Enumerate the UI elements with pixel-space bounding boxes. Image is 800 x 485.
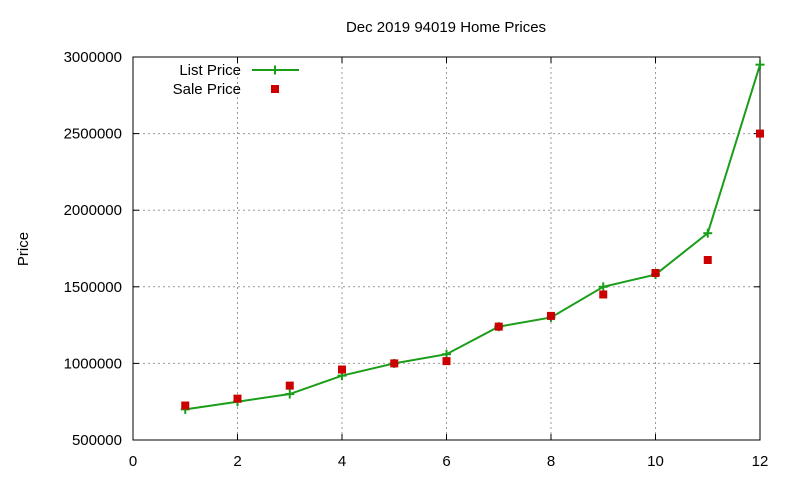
sale-price-point <box>442 357 451 366</box>
y-tick-label: 3000000 <box>64 49 122 66</box>
sale-price-point <box>547 311 555 320</box>
legend-label: Sale Price <box>173 81 241 98</box>
sale-price-point <box>181 401 190 410</box>
list-price-point <box>703 228 713 238</box>
sale-price-point <box>390 359 399 368</box>
y-tick-label: 2500000 <box>64 126 122 143</box>
y-axis-label: Price <box>15 232 32 266</box>
x-tick-label: 2 <box>233 453 241 470</box>
tick-layer: 0 2 4 6 8 10 12 500000 1000000 1500000 2000000 2500… <box>64 49 769 470</box>
x-tick-label: 8 <box>547 453 555 470</box>
sale-price-point <box>285 381 294 390</box>
y-tick-label: 2000000 <box>64 202 122 219</box>
sale-price-point <box>338 365 346 374</box>
x-tick-label: 4 <box>338 453 346 470</box>
y-tick-label: 1500000 <box>64 279 122 296</box>
sale-price-point <box>494 322 503 331</box>
legend: List Price Sale Price <box>173 62 299 98</box>
legend-square-marker <box>271 85 279 93</box>
legend-label: List Price <box>179 62 241 79</box>
plot-border <box>132 56 761 441</box>
x-tick-label: 12 <box>752 453 769 470</box>
sale-price-point <box>233 394 242 403</box>
y-tick-label: 500000 <box>72 432 122 449</box>
series-layer <box>180 60 765 414</box>
y-tick-label: 1000000 <box>64 355 122 372</box>
sale-price-point <box>756 129 764 138</box>
x-tick-label: 10 <box>647 453 664 470</box>
chart-title: Dec 2019 94019 Home Prices <box>346 19 546 36</box>
list-price-line <box>185 64 761 411</box>
sale-price-point <box>651 269 660 278</box>
x-tick-label: 0 <box>129 453 137 470</box>
sale-price-point <box>599 290 608 299</box>
list-price-point <box>598 282 608 292</box>
list-price-point <box>755 60 765 70</box>
x-tick-label: 6 <box>442 453 450 470</box>
list-price-point <box>285 389 295 399</box>
grid-layer <box>133 57 760 440</box>
sale-price-point <box>703 255 712 264</box>
legend-plus-marker <box>270 65 280 75</box>
